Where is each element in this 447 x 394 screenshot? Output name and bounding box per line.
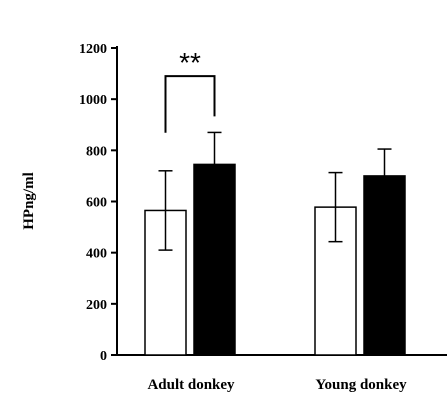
significance-bracket xyxy=(164,75,216,133)
y-tick-label: 0 xyxy=(100,349,107,364)
significance-stars: ** xyxy=(179,47,201,78)
y-tick-label: 600 xyxy=(86,196,107,211)
y-tick-label: 1000 xyxy=(79,93,107,108)
category-label: Adult donkey xyxy=(147,377,235,393)
y-tick-label: 1200 xyxy=(79,42,107,57)
y-tick-label: 200 xyxy=(86,298,107,313)
error-bars-group xyxy=(158,131,392,251)
y-ticks: 0 200 400 600 800 1000 1200 xyxy=(79,42,117,364)
category-label: Young donkey xyxy=(315,377,407,393)
bars-group xyxy=(144,163,406,356)
y-tick-label: 400 xyxy=(86,247,107,262)
y-axis-label: HPng/ml xyxy=(21,172,37,230)
bar-1-1 xyxy=(363,175,406,356)
y-tick-label: 800 xyxy=(86,144,107,159)
category-labels: Adult donkey Young donkey xyxy=(147,377,407,393)
significance-annotation: ** xyxy=(164,47,216,133)
